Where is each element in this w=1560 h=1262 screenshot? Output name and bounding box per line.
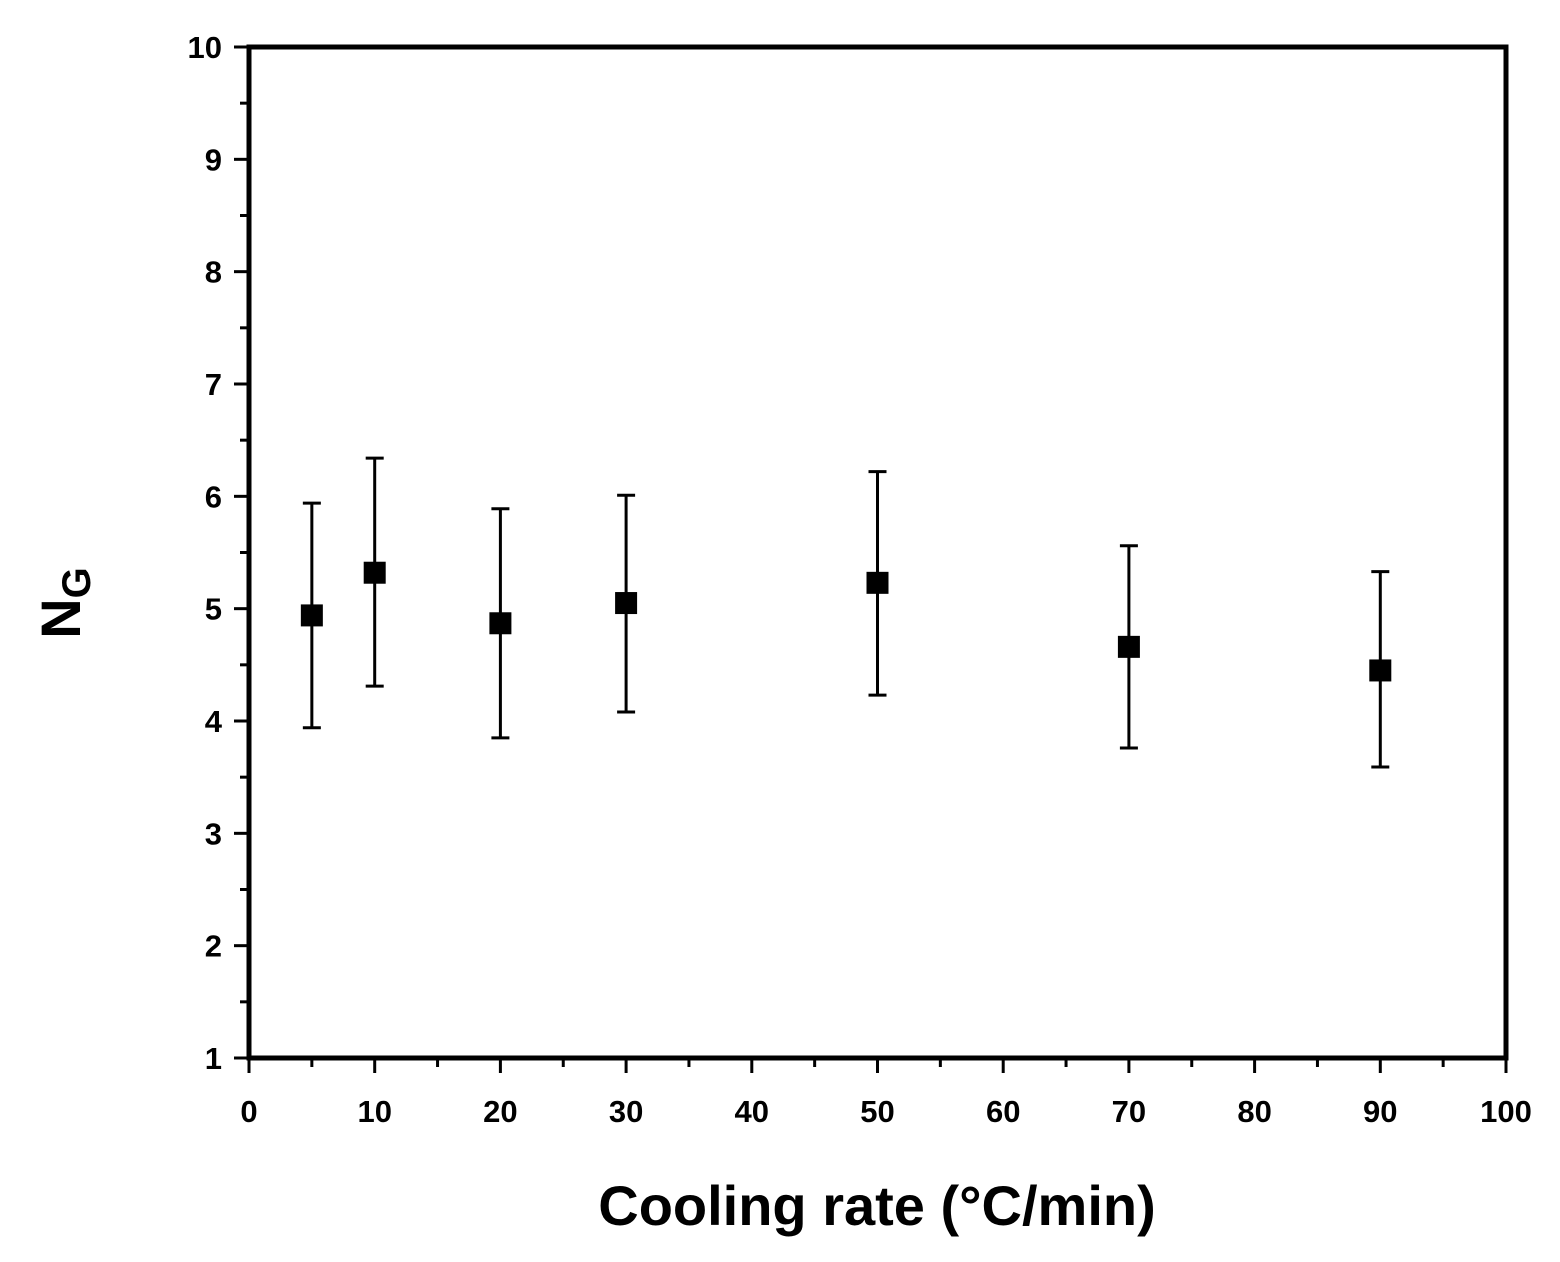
x-tick-label: 50: [860, 1094, 894, 1129]
y-tick-label: 2: [205, 929, 222, 964]
y-tick-label: 9: [205, 142, 222, 177]
data-point: [489, 612, 512, 635]
data-point: [615, 592, 638, 615]
x-tick-label: 100: [1480, 1094, 1532, 1129]
y-tick-label: 3: [205, 816, 222, 851]
y-tick-label: 1: [205, 1041, 222, 1076]
x-tick-label: 0: [240, 1094, 257, 1129]
data-point: [363, 561, 386, 584]
axis-tick-labels: 0 10 20 30 40 50 60 70 80 90 100 1 2 3 4 5 6 7 8 9 10: [188, 30, 1532, 1129]
x-tick-label: 80: [1237, 1094, 1271, 1129]
y-axis-title-subscript: G: [55, 567, 99, 598]
data-point: [300, 604, 323, 627]
data-points: [300, 561, 1392, 682]
y-tick-label: 4: [205, 704, 223, 739]
y-tick-label: 7: [205, 367, 222, 402]
y-tick-label: 6: [205, 479, 222, 514]
x-tick-label: 60: [986, 1094, 1020, 1129]
y-axis-title: NG: [29, 567, 99, 639]
x-axis-title: Cooling rate (°C/min): [598, 1174, 1155, 1237]
data-point: [1369, 659, 1392, 682]
error-bars: [302, 456, 1390, 769]
data-point: [866, 571, 889, 594]
x-tick-label: 20: [483, 1094, 517, 1129]
x-tick-label: 40: [735, 1094, 769, 1129]
x-tick-label: 90: [1363, 1094, 1397, 1129]
plot-frame: [246, 44, 1509, 1061]
y-tick-label: 10: [188, 30, 222, 65]
x-tick-label: 10: [357, 1094, 391, 1129]
y-axis-title-main: N: [29, 598, 92, 638]
data-point: [1117, 635, 1140, 658]
y-tick-label: 8: [205, 255, 222, 290]
x-tick-label: 30: [609, 1094, 643, 1129]
axis-ticks: [234, 45, 1508, 1073]
x-tick-label: 70: [1112, 1094, 1146, 1129]
y-tick-label: 5: [205, 592, 222, 627]
